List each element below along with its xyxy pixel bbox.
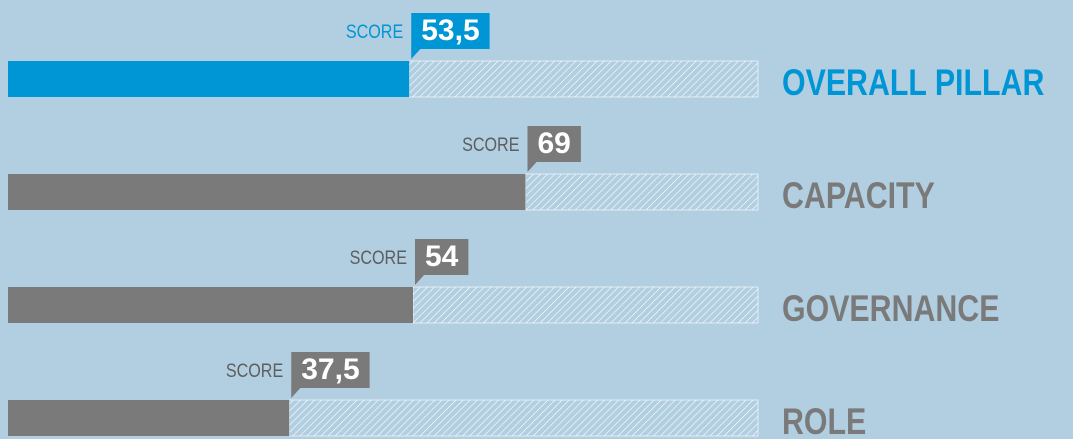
score-label: SCORE <box>226 360 283 382</box>
bar-remainder <box>408 60 759 98</box>
value-label: 53,5 <box>421 14 479 47</box>
category-label-group: OVERALL PILLAR <box>782 62 1044 104</box>
category-label-group: GOVERNANCE <box>782 288 999 330</box>
category-label: ROLE <box>782 401 866 439</box>
category-label-group: CAPACITY <box>782 175 935 217</box>
value-label-box <box>411 13 490 49</box>
value-label-box <box>415 239 469 275</box>
score-label: SCORE <box>462 134 519 156</box>
value-label-pointer <box>415 274 425 285</box>
category-label: CAPACITY <box>782 175 935 217</box>
value-label: 37,5 <box>301 353 359 386</box>
score-label: SCORE <box>346 21 403 43</box>
score-label: SCORE <box>350 247 407 269</box>
value-label: 69 <box>538 127 571 160</box>
bar-remainder <box>525 173 759 211</box>
bar <box>8 400 290 436</box>
value-label-box <box>527 126 581 162</box>
category-label-group: ROLE <box>782 401 866 439</box>
bar <box>8 174 526 210</box>
category-label: GOVERNANCE <box>782 288 999 330</box>
value-label-box <box>291 352 370 388</box>
bar <box>8 61 410 97</box>
bar-remainder <box>288 399 759 437</box>
value-label-pointer <box>291 387 302 398</box>
bar-remainder <box>412 286 759 324</box>
value-label-pointer <box>411 48 422 59</box>
value-label: 54 <box>425 240 459 273</box>
category-label: OVERALL PILLAR <box>782 62 1044 104</box>
bar <box>8 287 413 323</box>
value-label-pointer <box>527 161 538 172</box>
